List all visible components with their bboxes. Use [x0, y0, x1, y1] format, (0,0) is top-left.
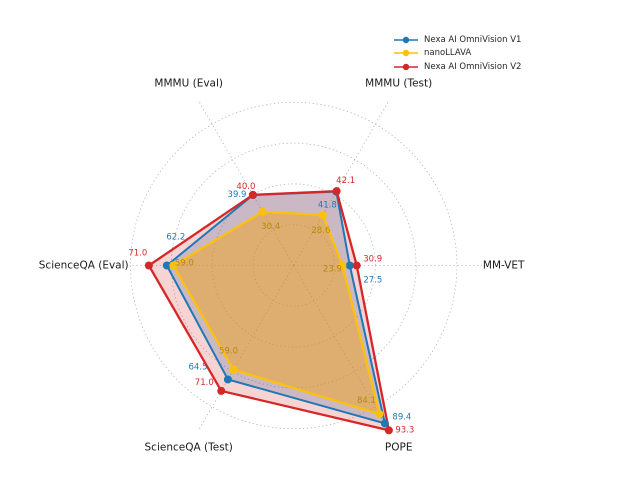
- value-label: 93.3: [395, 425, 414, 435]
- grid-circle: [211, 183, 376, 348]
- legend-marker-icon: [394, 36, 418, 43]
- data-point-dot: [338, 261, 347, 270]
- grid-circle: [130, 101, 458, 430]
- value-label: 23.9: [323, 265, 342, 275]
- value-label: 40.0: [236, 182, 255, 192]
- value-label: 28.6: [311, 226, 330, 236]
- data-point-dot: [229, 365, 238, 374]
- axis-spoke: [198, 100, 295, 266]
- data-point-dot: [384, 426, 393, 435]
- value-label: 71.0: [128, 249, 147, 259]
- axis-spoke: [293, 265, 390, 431]
- value-label: 84.1: [357, 396, 376, 406]
- data-point-dot: [258, 207, 267, 216]
- data-point-dot: [345, 261, 354, 270]
- value-label: 39.9: [228, 190, 247, 200]
- data-point-dot: [318, 210, 327, 219]
- legend-label: Nexa AI OmniVision V1: [424, 34, 522, 45]
- series-fill-1: [173, 211, 380, 415]
- legend-item: Nexa AI OmniVision V1: [393, 33, 521, 47]
- axis-label: ScienceQA (Test): [145, 441, 233, 453]
- data-point-dot: [375, 410, 384, 419]
- data-point-dot: [248, 190, 257, 199]
- legend-marker-icon: [394, 63, 418, 70]
- value-label: 59.0: [175, 259, 194, 269]
- value-label: 62.2: [166, 233, 185, 243]
- value-label: 27.5: [363, 276, 382, 286]
- data-point-dot: [217, 386, 226, 395]
- grid-circle: [252, 224, 335, 307]
- legend-label: nanoLLAVA: [424, 48, 472, 59]
- value-label: 41.8: [318, 201, 337, 211]
- axis-spoke: [293, 100, 390, 266]
- data-point-dot: [162, 261, 171, 270]
- legend-item: Nexa AI OmniVision V2: [393, 60, 521, 74]
- legend-item: nanoLLAVA: [393, 47, 521, 61]
- value-label: 42.1: [336, 176, 355, 186]
- data-point-dot: [223, 375, 232, 384]
- axis-label: ScienceQA (Eval): [39, 260, 129, 272]
- data-point-dot: [169, 261, 178, 270]
- value-label: 30.9: [363, 255, 382, 265]
- series-fill-2: [148, 191, 389, 431]
- value-label: 30.4: [261, 222, 280, 232]
- axis-spoke: [198, 265, 295, 431]
- axis-label: POPE: [385, 441, 413, 453]
- value-label: 64.5: [188, 362, 207, 372]
- value-label: 71.0: [195, 378, 214, 388]
- legend: Nexa AI OmniVision V1 nanoLLAVA Nexa AI Om…: [393, 33, 521, 74]
- legend-marker-icon: [394, 50, 418, 57]
- axis-label: MMMU (Eval): [154, 78, 223, 90]
- axis-label: MMMU (Test): [365, 78, 432, 90]
- data-point-dot: [144, 261, 153, 270]
- data-point-dot: [352, 261, 361, 270]
- value-label: 89.4: [392, 412, 411, 422]
- data-point-dot: [332, 187, 341, 196]
- legend-label: Nexa AI OmniVision V2: [424, 61, 522, 72]
- axis-label: MM-VET: [483, 260, 525, 272]
- data-point-dot: [380, 419, 389, 428]
- value-label: 59.0: [219, 347, 238, 357]
